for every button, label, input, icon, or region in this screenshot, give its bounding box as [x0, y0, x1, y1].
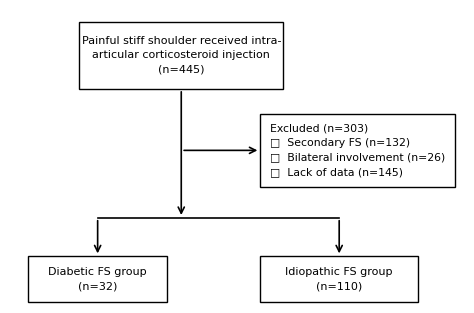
Text: Idiopathic FS group
(n=110): Idiopathic FS group (n=110): [285, 267, 393, 291]
Text: Excluded (n=303)
□  Secondary FS (n=132)
□  Bilateral involvement (n=26)
□  Lack: Excluded (n=303) □ Secondary FS (n=132) …: [270, 123, 445, 177]
Text: Painful stiff shoulder received intra-
articular corticosteroid injection
(n=445: Painful stiff shoulder received intra- a…: [82, 36, 281, 75]
FancyBboxPatch shape: [260, 256, 418, 302]
FancyBboxPatch shape: [79, 22, 283, 89]
Text: Diabetic FS group
(n=32): Diabetic FS group (n=32): [48, 267, 147, 291]
FancyBboxPatch shape: [28, 256, 167, 302]
FancyBboxPatch shape: [260, 114, 456, 187]
